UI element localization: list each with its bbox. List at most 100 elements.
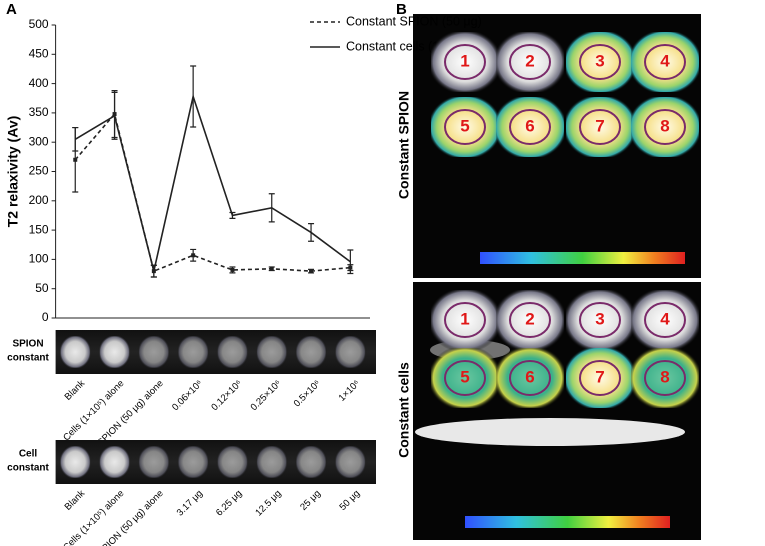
region-circle bbox=[579, 44, 621, 80]
region-number: 4 bbox=[660, 51, 670, 70]
error-bar bbox=[229, 211, 236, 219]
region-circle bbox=[444, 302, 486, 338]
legend-label: Constant SPION (50 μg) bbox=[346, 14, 482, 28]
region-circle bbox=[579, 360, 621, 396]
region-circle bbox=[579, 109, 621, 145]
region-blob bbox=[631, 97, 699, 157]
region-number: 1 bbox=[460, 309, 469, 328]
region-number: 3 bbox=[595, 309, 604, 328]
strip-caption: 0.25×10⁶ bbox=[249, 378, 284, 413]
strip-caption: 3.17 μg bbox=[175, 488, 205, 518]
panel-letter: B bbox=[396, 1, 407, 18]
region-number: 5 bbox=[460, 367, 469, 386]
region-blob bbox=[631, 348, 699, 408]
point bbox=[309, 269, 314, 274]
region-circle bbox=[444, 44, 486, 80]
region-circle bbox=[579, 302, 621, 338]
region-number: 6 bbox=[525, 116, 534, 135]
error-bar bbox=[268, 193, 275, 223]
region-number: 5 bbox=[460, 116, 469, 135]
strip-caption: Blank bbox=[63, 378, 88, 403]
y-tick-label: 250 bbox=[29, 164, 49, 178]
region-blob bbox=[496, 290, 564, 350]
point bbox=[191, 253, 196, 258]
region-number: 6 bbox=[525, 367, 534, 386]
region-circle bbox=[509, 302, 551, 338]
point bbox=[269, 266, 274, 271]
region-blob bbox=[431, 97, 499, 157]
y-tick-label: 150 bbox=[29, 222, 49, 236]
error-bar bbox=[72, 126, 79, 152]
strip-caption: 12.5 μg bbox=[253, 488, 283, 518]
region-blob bbox=[566, 290, 634, 350]
y-tick-label: 400 bbox=[29, 76, 49, 90]
strip-caption: Blank bbox=[63, 488, 88, 513]
mri-well bbox=[60, 336, 91, 368]
mri-well bbox=[335, 336, 366, 368]
strip-caption: SPION (50 μg) alone bbox=[95, 488, 165, 546]
color-bar bbox=[480, 252, 685, 264]
y-tick-label: 350 bbox=[29, 105, 49, 119]
region-blob bbox=[566, 97, 634, 157]
point bbox=[73, 157, 78, 162]
panel-letter: A bbox=[6, 1, 17, 18]
y-tick-label: 500 bbox=[29, 17, 49, 31]
region-circle bbox=[444, 360, 486, 396]
mri-well bbox=[256, 336, 287, 368]
strip-caption: 0.12×10⁶ bbox=[209, 378, 244, 413]
region-blob bbox=[631, 32, 699, 92]
region-number: 2 bbox=[525, 309, 534, 328]
region-blob bbox=[431, 32, 499, 92]
mri-well bbox=[217, 336, 248, 368]
region-blob bbox=[496, 32, 564, 92]
strip-caption: 1×10⁶ bbox=[337, 378, 363, 404]
point bbox=[230, 267, 235, 272]
region-number: 7 bbox=[595, 367, 604, 386]
error-bar bbox=[347, 249, 354, 275]
region-number: 8 bbox=[660, 116, 669, 135]
y-tick-label: 0 bbox=[42, 310, 49, 324]
mri-well bbox=[99, 446, 130, 478]
error-bar bbox=[308, 223, 315, 242]
mri-well bbox=[296, 446, 327, 478]
region-circle bbox=[509, 360, 551, 396]
region-circle bbox=[444, 109, 486, 145]
region-blob bbox=[631, 290, 699, 350]
y-tick-label: 300 bbox=[29, 134, 49, 148]
mri-well bbox=[60, 446, 91, 478]
mri-well bbox=[217, 446, 248, 478]
mri-well bbox=[335, 446, 366, 478]
region-number: 1 bbox=[460, 51, 469, 70]
tube-artifact bbox=[415, 418, 685, 446]
strip-caption: 0.5×10⁶ bbox=[292, 378, 323, 409]
error-bar bbox=[111, 91, 118, 140]
y-tick-label: 450 bbox=[29, 46, 49, 60]
series-line bbox=[74, 93, 351, 272]
region-number: 3 bbox=[595, 51, 604, 70]
mri-well bbox=[178, 446, 209, 478]
region-circle bbox=[509, 44, 551, 80]
strip-caption: 6.25 μg bbox=[214, 488, 244, 518]
y-tick-label: 50 bbox=[35, 281, 49, 295]
strip-caption: 0.06×10⁶ bbox=[170, 378, 205, 413]
strip-caption: SPION (50 μg) alone bbox=[95, 378, 165, 448]
region-blob bbox=[566, 32, 634, 92]
region-circle bbox=[644, 302, 686, 338]
mri-well bbox=[138, 336, 169, 368]
region-blob bbox=[496, 97, 564, 157]
y-tick-label: 100 bbox=[29, 252, 49, 266]
error-bar bbox=[190, 65, 197, 128]
y-axis-label: T2 relaxivity (Av) bbox=[5, 116, 21, 228]
y-tick-label: 200 bbox=[29, 193, 49, 207]
region-blob bbox=[431, 290, 499, 350]
mri-well bbox=[138, 446, 169, 478]
region-blob bbox=[431, 348, 499, 408]
mri-well bbox=[99, 336, 130, 368]
region-number: 8 bbox=[660, 367, 669, 386]
region-circle bbox=[644, 44, 686, 80]
color-bar bbox=[465, 516, 670, 528]
strip-label: Cell bbox=[19, 449, 38, 460]
region-circle bbox=[509, 109, 551, 145]
